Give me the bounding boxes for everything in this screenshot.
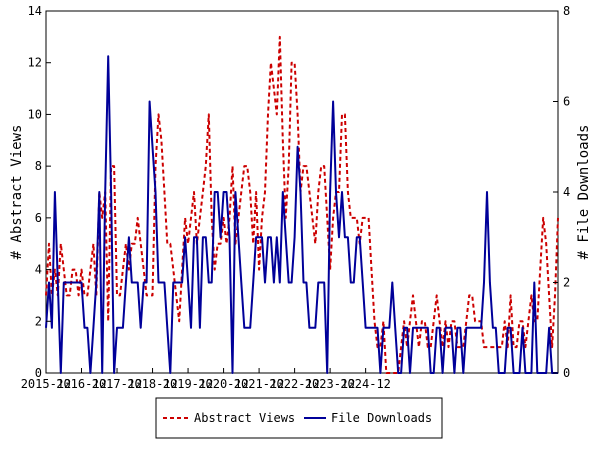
x-tick-label: 2020-12: [198, 377, 249, 391]
right-tick-label: 8: [563, 4, 570, 18]
left-tick-label: 14: [28, 4, 42, 18]
right-axis: 0 2 4 6 8: [553, 4, 570, 380]
series-layer: [45, 35, 559, 374]
legend-label-file-downloads: File Downloads: [331, 411, 432, 425]
x-tick-label: 2019-12: [163, 377, 214, 391]
left-tick-label: 8: [35, 159, 42, 173]
left-tick-label: 6: [35, 211, 42, 225]
x-axis: 2015-122016-122017-122018-122019-122020-…: [21, 368, 391, 391]
right-tick-label: 4: [563, 185, 570, 199]
left-axis-title: # Abstract Views: [9, 125, 25, 260]
x-tick-label: 2015-12: [21, 377, 72, 391]
series-line-file-downloads: [45, 55, 558, 374]
x-tick-label: 2022-12: [269, 377, 320, 391]
x-tick-label: 2016-12: [56, 377, 107, 391]
left-tick-label: 0: [35, 366, 42, 380]
plot-area: [45, 10, 559, 374]
right-tick-label: 0: [563, 366, 570, 380]
right-tick-label: 2: [563, 276, 570, 290]
x-tick-label: 2021-12: [234, 377, 285, 391]
legend: Abstract Views File Downloads: [155, 397, 443, 439]
left-tick-label: 4: [35, 263, 42, 277]
series-line-abstract-views: [45, 35, 559, 374]
left-axis: 0 2 4 6 8 10 12 14: [28, 4, 51, 380]
legend-label-abstract-views: Abstract Views: [194, 411, 295, 425]
left-tick-label: 2: [35, 314, 42, 328]
right-tick-label: 6: [563, 95, 570, 109]
x-tick-label: 2018-12: [127, 377, 178, 391]
left-tick-label: 12: [28, 56, 42, 70]
x-tick-label: 2023-12: [305, 377, 356, 391]
x-tick-label: 2017-12: [92, 377, 143, 391]
x-tick-label: 2024-12: [340, 377, 391, 391]
right-axis-title: # File Downloads: [576, 125, 592, 260]
legend-box: [155, 397, 443, 439]
left-tick-label: 10: [28, 107, 42, 121]
